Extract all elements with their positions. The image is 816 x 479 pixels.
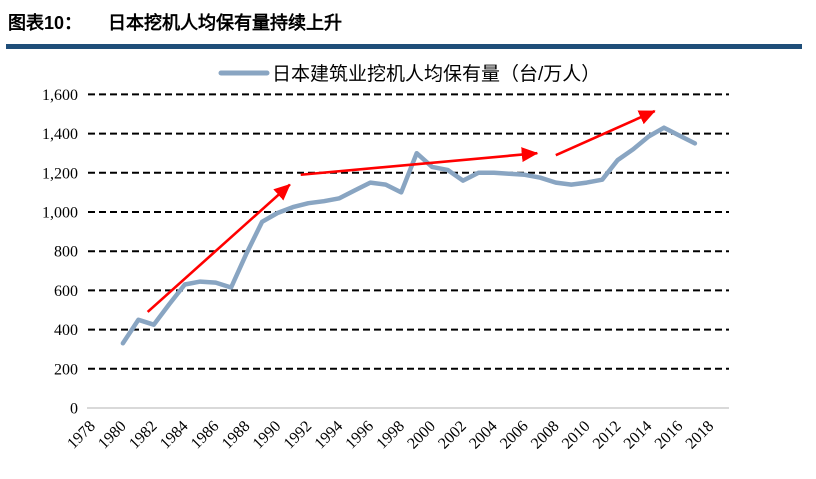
y-tick-label: 400 xyxy=(54,322,78,339)
y-tick-label: 0 xyxy=(70,401,78,418)
x-tick-label: 1978 xyxy=(64,418,99,453)
x-tick-label: 2010 xyxy=(559,418,594,453)
data-line-series xyxy=(120,125,698,346)
x-tick-label: 1998 xyxy=(373,418,408,453)
x-tick-label: 2002 xyxy=(435,418,470,453)
y-tick-label: 1,400 xyxy=(42,126,78,143)
x-tick-label: 2004 xyxy=(466,418,501,453)
x-tick-label: 2014 xyxy=(621,418,656,453)
x-tick-label: 2008 xyxy=(528,418,563,453)
x-tick-label: 1982 xyxy=(126,418,161,453)
y-axis-labels: 0 200 400 600 800 1,000 1,200 1,400 1,600 xyxy=(42,87,78,418)
trend-arrow xyxy=(300,147,539,177)
x-tick-label: 1984 xyxy=(157,418,192,453)
y-tick-label: 800 xyxy=(54,244,78,261)
figure-label: 图表10： xyxy=(8,13,83,33)
x-tick-label: 2016 xyxy=(652,418,687,453)
legend: 日本建筑业挖机人均保有量（台/万人） xyxy=(218,63,600,85)
x-tick-label: 1990 xyxy=(250,418,285,453)
trend-arrow xyxy=(146,183,291,313)
x-tick-label: 1994 xyxy=(312,418,347,453)
x-tick-label: 1992 xyxy=(281,418,316,453)
header-rule-bar xyxy=(6,44,802,49)
trend-arrow xyxy=(555,109,656,157)
figure-header: 图表10： 日本挖机人均保有量持续上升 xyxy=(8,9,342,35)
y-tick-label: 200 xyxy=(54,361,78,378)
x-tick-label: 1988 xyxy=(219,418,254,453)
x-axis-labels: 1978198019821984198619881990199219941996… xyxy=(64,418,717,453)
x-tick-label: 2006 xyxy=(497,418,532,453)
x-tick-label: 1986 xyxy=(188,418,223,453)
trend-annotation-arrows xyxy=(146,109,656,313)
x-tick-label: 2012 xyxy=(590,418,625,453)
excavator-line-chart: 02004006008001,0001,2001,4001,6001978198… xyxy=(42,63,729,453)
x-tick-label: 1996 xyxy=(342,418,377,453)
y-tick-label: 1,000 xyxy=(42,205,78,222)
x-tick-label: 2000 xyxy=(404,418,439,453)
legend-label: 日本建筑业挖机人均保有量（台/万人） xyxy=(272,63,600,85)
y-tick-label: 1,600 xyxy=(42,87,78,104)
y-tick-label: 600 xyxy=(54,283,78,300)
x-tick-label: 2018 xyxy=(683,418,718,453)
x-tick-label: 1980 xyxy=(95,418,130,453)
y-tick-label: 1,200 xyxy=(42,165,78,182)
figure-title: 日本挖机人均保有量持续上升 xyxy=(108,13,343,33)
gridlines xyxy=(87,93,729,409)
